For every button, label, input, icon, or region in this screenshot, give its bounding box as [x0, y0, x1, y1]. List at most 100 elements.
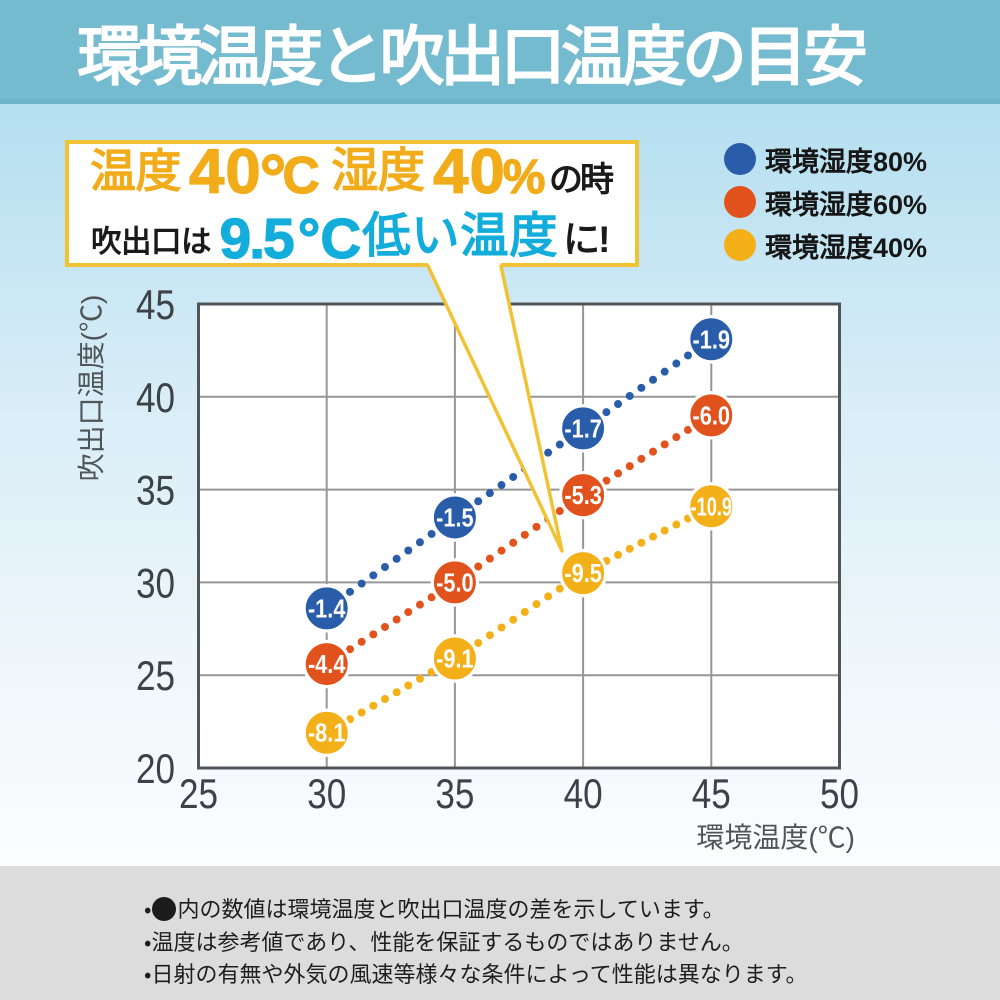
marker-dot-icon — [152, 897, 177, 921]
line-dot — [649, 447, 658, 456]
line-dot — [509, 615, 518, 624]
line-dot — [509, 472, 518, 481]
marker — [687, 315, 736, 364]
marker — [558, 548, 608, 598]
line-dot — [614, 469, 623, 478]
legend-dot-orange — [724, 186, 756, 218]
line-dot — [427, 593, 436, 602]
line-dot — [637, 454, 646, 463]
marker — [430, 634, 480, 683]
legend-item-40: 環境湿度40% — [724, 229, 927, 263]
callout-highlight: 低い温度 — [362, 208, 559, 263]
line-dot — [509, 538, 518, 547]
legend-dot-yellow — [724, 229, 756, 261]
legend: 環境湿度80% 環境湿度60% 環境湿度40% — [724, 143, 927, 272]
line-dot — [625, 544, 634, 553]
y-tick-label: 20 — [136, 745, 175, 792]
marker — [558, 470, 608, 520]
callout-tail — [426, 256, 564, 553]
degree-icon: ° — [259, 140, 287, 216]
marker — [687, 391, 736, 440]
line-dot — [485, 631, 494, 640]
line-dot — [602, 408, 611, 417]
line-dot — [392, 688, 401, 697]
legend-label: 環境湿度40% — [765, 232, 928, 263]
callout-line1-suffix: の時 — [548, 161, 614, 199]
line-dot — [415, 600, 424, 609]
line-dot — [427, 667, 436, 676]
callout-box — [65, 140, 639, 267]
line-dot — [485, 554, 494, 563]
note-item: ・内の数値は環境温度と吹出口温度の差を示しています。 — [144, 894, 725, 927]
callout-line2-prefix: 吹出口は — [91, 224, 212, 259]
line-dot — [544, 448, 553, 457]
marker-label: -10.9 — [691, 493, 733, 521]
x-tick-label: 45 — [692, 770, 731, 817]
y-tick-label: 40 — [136, 374, 175, 421]
x-tick-label: 50 — [820, 770, 859, 817]
bullet: ・ — [144, 962, 152, 987]
line-dot — [404, 546, 413, 555]
note-item: ・温度は参考値であり、性能を保証するものではありません。 — [144, 927, 744, 960]
line-dot — [672, 520, 681, 529]
line-dot — [474, 497, 483, 506]
x-tick-label: 25 — [179, 770, 218, 817]
callout-humidity-label: 湿度 — [331, 145, 425, 198]
line-dot — [357, 579, 366, 588]
line-dot — [660, 367, 669, 376]
line-dot — [392, 554, 401, 563]
marker-label: -5.3 — [564, 482, 602, 510]
line-dot — [672, 359, 681, 368]
callout-line2: 吹出口は 9.5 °C 低い温度 に! — [91, 202, 611, 272]
line-dot — [415, 674, 424, 683]
callout-humidity-value: 40 — [433, 136, 506, 207]
callout-temp-value: 40 — [188, 136, 262, 207]
callout-value: 9.5 — [219, 206, 295, 271]
line-dot — [532, 522, 541, 531]
line-dot — [520, 530, 529, 539]
marker-label: -1.9 — [693, 326, 731, 354]
marker-label: -9.5 — [564, 560, 602, 588]
callout-humidity-unit: % — [502, 150, 546, 204]
line-dot — [427, 529, 436, 538]
plot-area — [197, 302, 841, 770]
line-dot — [532, 600, 541, 609]
y-axis-title: 吹出口温度(℃) — [76, 295, 107, 482]
line-dot — [369, 630, 378, 639]
legend-item-80: 環境湿度80% — [724, 143, 927, 177]
y-tick-label: 25 — [136, 652, 175, 699]
legend-label: 環境湿度80% — [765, 146, 928, 177]
x-tick-label: 35 — [435, 770, 474, 817]
line-dot — [404, 681, 413, 690]
line-dot — [497, 623, 506, 632]
line-dot — [380, 622, 389, 631]
line-dot — [637, 538, 646, 547]
line-dot — [649, 532, 658, 541]
marker-label: -9.1 — [436, 645, 474, 673]
bullet: ・ — [144, 897, 152, 922]
line-dot — [544, 592, 553, 601]
markers: -1.4 -1.5 -1.7 -1.9 -4.4 -5.0 -5.3 -6.0 -8.1 -9.1… — [302, 315, 736, 757]
marker-label: -5.0 — [436, 569, 474, 597]
line-dot — [614, 400, 623, 409]
marker — [430, 493, 480, 542]
line-dot — [555, 507, 564, 516]
x-axis-title: 環境温度(℃) — [696, 822, 855, 853]
line-dot — [415, 538, 424, 547]
y-tick-label: 45 — [136, 281, 175, 328]
callout-line1: 温度 40 ° C 湿度 40 % の時 — [90, 132, 614, 216]
line-dot — [357, 637, 366, 646]
marker-label: -1.4 — [308, 595, 346, 623]
line-dot — [485, 489, 494, 498]
line-dot — [649, 375, 658, 384]
bullet: ・ — [144, 929, 152, 955]
line-dot — [555, 440, 564, 449]
banner: 環境温度と吹出口温度の目安 — [0, 0, 1000, 104]
line-dot — [672, 433, 681, 442]
line-dot — [555, 584, 564, 593]
marker — [302, 639, 351, 689]
line-dot — [392, 615, 401, 624]
